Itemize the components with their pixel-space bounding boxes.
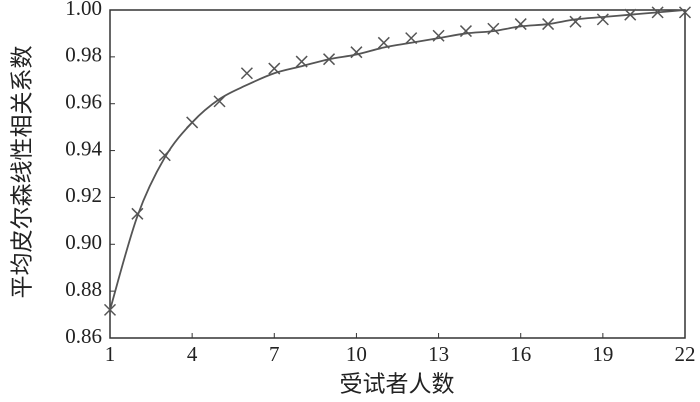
x-tick-label: 4 [187, 342, 198, 366]
point-marker [103, 303, 117, 316]
y-tick-label: 0.96 [65, 90, 102, 114]
x-tick-label: 13 [428, 342, 449, 366]
x-tick-label: 10 [346, 342, 367, 366]
y-tick-label: 0.98 [65, 43, 102, 67]
x-tick-label: 22 [675, 342, 696, 366]
point-marker [596, 13, 609, 26]
point-marker [514, 18, 527, 31]
y-tick-label: 0.92 [65, 183, 102, 207]
point-marker [487, 22, 500, 35]
y-axis-label: 平均皮尔森线性相关系数 [9, 46, 34, 299]
x-tick-label: 1 [105, 342, 116, 366]
point-marker [678, 6, 692, 19]
x-tick-label: 16 [510, 342, 531, 366]
fit-curve [109, 9, 686, 311]
point-marker [240, 67, 253, 80]
y-tick-label: 1.00 [65, 0, 102, 20]
plot-frame [109, 9, 686, 339]
x-tick-label: 7 [269, 342, 280, 366]
x-tick-label: 19 [592, 342, 613, 366]
point-marker [569, 15, 582, 28]
y-tick-label: 0.90 [65, 230, 102, 254]
y-tick-label: 0.94 [65, 136, 102, 160]
x-axis-label: 受试者人数 [340, 371, 455, 396]
point-marker [459, 25, 472, 38]
y-tick-label: 0.88 [65, 277, 102, 301]
y-tick-label: 0.86 [65, 324, 102, 348]
